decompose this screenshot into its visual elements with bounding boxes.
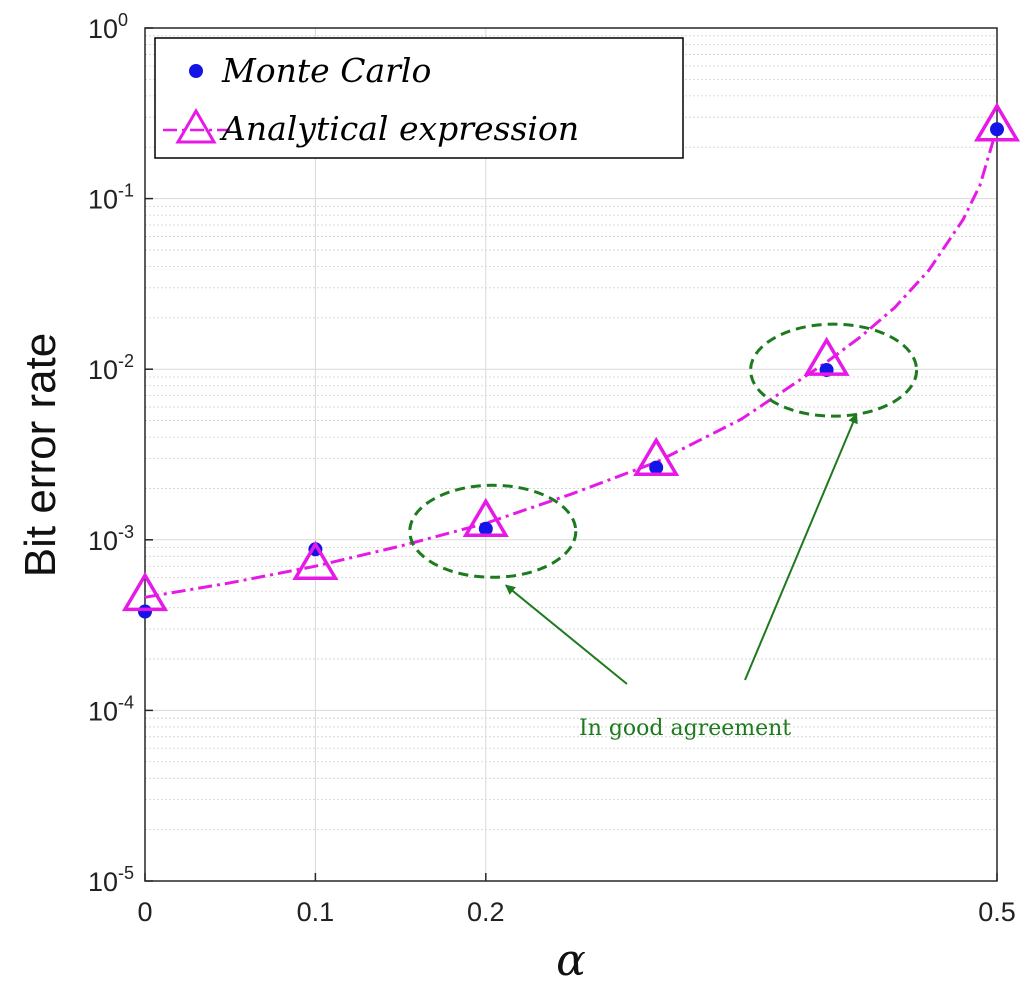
- y-tick-label: 10-1: [88, 181, 134, 215]
- analytical-point: [633, 436, 680, 476]
- x-tick-label: 0.1: [297, 897, 335, 927]
- annotation-arrow: [744, 413, 858, 681]
- y-tick-label: 10-3: [88, 522, 134, 556]
- y-tick-label: 100: [88, 10, 128, 44]
- y-axis-label: Bit error rate: [16, 333, 65, 578]
- monte-carlo-point: [478, 521, 493, 536]
- analytical-point: [292, 540, 339, 580]
- marker-layer: [121, 102, 1021, 619]
- x-tick-label: 0.2: [467, 897, 505, 927]
- y-tick-label: 10-5: [88, 863, 134, 897]
- y-tick-label: 10-2: [88, 351, 134, 385]
- analytical-curve: [144, 127, 999, 599]
- analytical-point: [803, 336, 850, 376]
- analytical-curve-layer: [144, 127, 999, 599]
- legend-box: [154, 37, 684, 159]
- annotation-text: In good agreement: [579, 716, 791, 741]
- analytical-point: [973, 102, 1021, 142]
- y-tick-label: 10-4: [88, 692, 134, 726]
- analytical-point: [121, 571, 169, 612]
- monte-carlo-point: [990, 122, 1004, 137]
- annotation-layer: In good agreement: [408, 322, 919, 741]
- annotation-arrow: [505, 584, 628, 685]
- legend-analytical-label: Analytical expression: [219, 109, 579, 148]
- legend-monte-carlo-marker: [189, 64, 203, 78]
- x-axis-label: α: [556, 935, 586, 986]
- plot-frame: [144, 27, 998, 882]
- legend: Monte Carlo Analytical expression: [154, 37, 684, 159]
- monte-carlo-point: [649, 460, 664, 475]
- tick-labels: 0 0.1 0.2 0.5 10-5 10-4 10-3 10-2 10-1 100: [88, 10, 1016, 927]
- highlight-ellipse: [749, 322, 919, 418]
- legend-monte-carlo-label: Monte Carlo: [221, 51, 431, 90]
- legend-analytical-marker: [175, 108, 217, 144]
- x-tick-label: 0: [137, 897, 152, 927]
- highlight-ellipse: [408, 483, 578, 579]
- x-tick-label: 0.5: [978, 897, 1016, 927]
- monte-carlo-point: [138, 604, 152, 619]
- analytical-point: [462, 497, 509, 538]
